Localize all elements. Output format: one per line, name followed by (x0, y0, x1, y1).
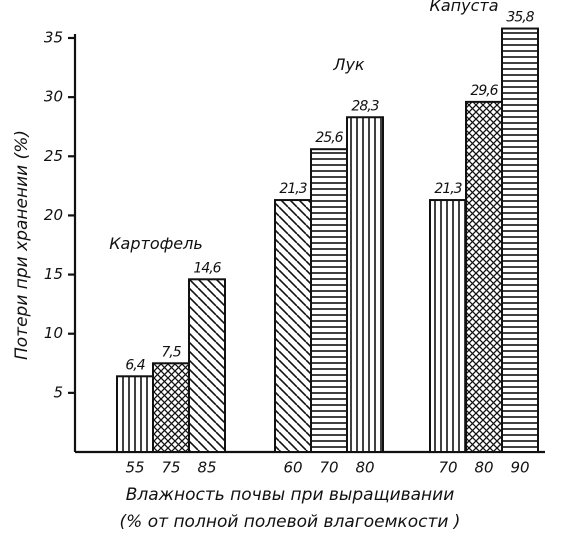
x-tick-label: 85 (197, 459, 216, 477)
x-axis-title: Влажность почвы при выращивании (126, 485, 455, 505)
y-tick-label: 15 (44, 265, 63, 283)
x-tick-label: 90 (510, 459, 529, 477)
x-axis-title: (% от полной полевой влагоемкости ) (120, 512, 461, 532)
bar (346, 116, 384, 453)
x-tick-label: 60 (283, 459, 302, 477)
x-tick-label: 70 (438, 459, 457, 477)
bar (152, 362, 190, 453)
bar (116, 375, 154, 454)
value-label: 28,3 (351, 98, 378, 114)
y-tick-label: 20 (44, 206, 63, 224)
bar (501, 27, 539, 454)
x-tick-label: 70 (319, 459, 338, 477)
y-tick-label: 30 (44, 88, 63, 106)
value-label: 14,6 (193, 260, 221, 276)
value-label: 21,3 (434, 181, 461, 197)
value-label: 6,4 (125, 357, 144, 373)
group-label: Капуста (429, 0, 498, 15)
bar (310, 148, 348, 453)
group-label: Лук (332, 55, 365, 74)
bar (274, 199, 312, 453)
value-label: 29,6 (470, 83, 498, 99)
y-tick-label: 25 (44, 147, 63, 165)
x-tick-label: 80 (474, 459, 493, 477)
bar (188, 278, 226, 453)
value-label: 25,6 (315, 130, 343, 146)
y-tick-label: 35 (44, 29, 63, 47)
value-label: 35,8 (506, 10, 534, 26)
x-tick-label: 75 (161, 459, 180, 477)
value-label: 7,5 (161, 344, 181, 360)
bar (429, 199, 467, 453)
x-tick-label: 80 (355, 459, 374, 477)
y-axis-title: Потери при хранении (%) (12, 130, 32, 360)
x-tick-label: 55 (125, 459, 144, 477)
group-label: Картофель (109, 234, 203, 253)
bar (465, 100, 503, 453)
y-tick-label: 10 (44, 324, 63, 342)
y-tick-label: 5 (53, 383, 63, 401)
value-label: 21,3 (279, 181, 306, 197)
